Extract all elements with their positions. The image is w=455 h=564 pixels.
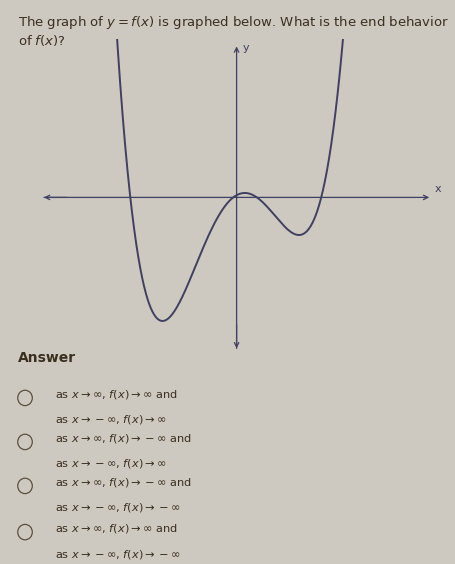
Text: as $x \to \infty$, $f(x) \to \infty$ and: as $x \to \infty$, $f(x) \to \infty$ and: [55, 388, 177, 401]
Text: as $x \to -\infty$, $f(x) \to \infty$: as $x \to -\infty$, $f(x) \to \infty$: [55, 413, 167, 426]
Text: as $x \to -\infty$, $f(x) \to \infty$: as $x \to -\infty$, $f(x) \to \infty$: [55, 457, 167, 470]
Text: as $x \to \infty$, $f(x) \to -\infty$ and: as $x \to \infty$, $f(x) \to -\infty$ an…: [55, 432, 192, 445]
Text: as $x \to \infty$, $f(x) \to -\infty$ and: as $x \to \infty$, $f(x) \to -\infty$ an…: [55, 476, 192, 489]
Text: as $x \to -\infty$, $f(x) \to -\infty$: as $x \to -\infty$, $f(x) \to -\infty$: [55, 548, 180, 561]
Text: Answer: Answer: [18, 351, 76, 365]
Text: as $x \to -\infty$, $f(x) \to -\infty$: as $x \to -\infty$, $f(x) \to -\infty$: [55, 501, 180, 514]
Text: The graph of $y = f(x)$ is graphed below. What is the end behavior of $f(x)$?: The graph of $y = f(x)$ is graphed below…: [18, 14, 450, 49]
Text: x: x: [435, 184, 441, 194]
Text: y: y: [243, 43, 249, 53]
Text: as $x \to \infty$, $f(x) \to \infty$ and: as $x \to \infty$, $f(x) \to \infty$ and: [55, 522, 177, 535]
